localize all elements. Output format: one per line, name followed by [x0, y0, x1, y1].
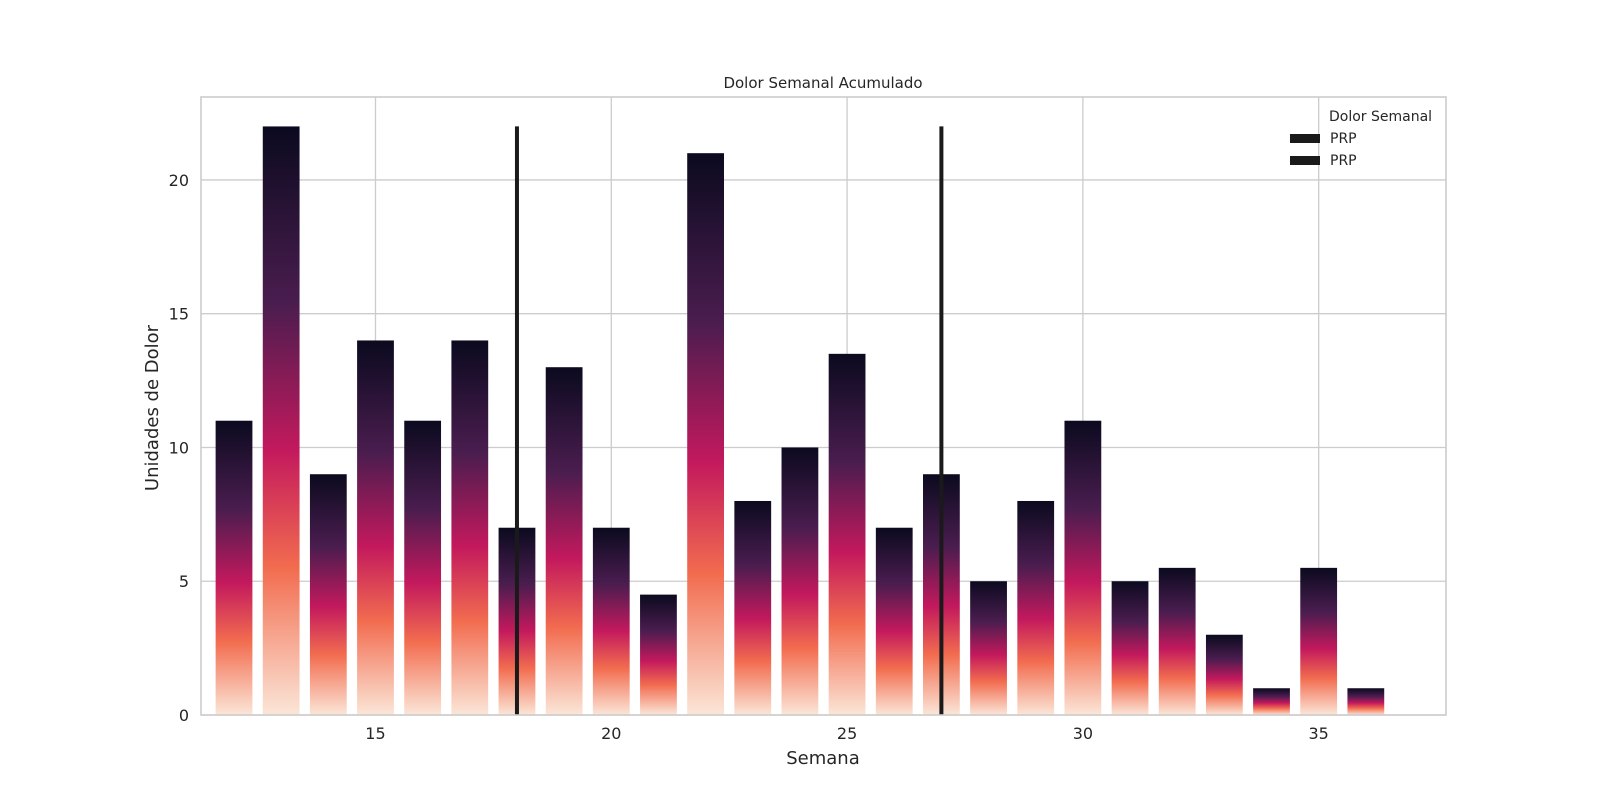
x-tick-label-4: 35 — [1308, 724, 1328, 743]
x-tick-label-0: 15 — [365, 724, 385, 743]
x-tick-label-2: 25 — [837, 724, 857, 743]
bar-week-19 — [545, 367, 583, 715]
bar-week-14 — [309, 474, 347, 715]
bar-week-20 — [592, 527, 630, 715]
bar-week-34 — [1253, 688, 1290, 715]
chart-title: Dolor Semanal Acumulado — [723, 74, 922, 92]
bar-week-22 — [687, 153, 724, 715]
bar-week-25 — [828, 353, 866, 715]
bar-week-29 — [1017, 500, 1055, 715]
bar-week-12 — [215, 420, 253, 715]
bar-week-33 — [1205, 634, 1243, 715]
y-tick-label-2: 10 — [169, 438, 189, 457]
bar-week-32 — [1158, 567, 1196, 715]
bar-week-28 — [970, 581, 1007, 715]
x-tick-label-1: 20 — [601, 724, 621, 743]
bar-week-15 — [357, 340, 394, 715]
bar-week-30 — [1064, 420, 1102, 715]
bar-week-17 — [451, 340, 489, 715]
y-tick-label-3: 15 — [169, 305, 189, 324]
legend: Dolor Semanal PRP PRP — [1290, 109, 1432, 169]
y-tick-label-4: 20 — [169, 171, 189, 190]
legend-swatch-2 — [1290, 156, 1320, 165]
bar-week-13 — [262, 126, 300, 715]
y-tick-label-1: 5 — [179, 572, 189, 591]
x-axis-label: Semana — [786, 748, 860, 769]
x-tick-labels: 15 20 25 30 35 — [365, 724, 1329, 743]
bar-week-31 — [1111, 581, 1149, 715]
legend-title: Dolor Semanal — [1329, 109, 1432, 125]
legend-entry-1: PRP — [1330, 131, 1357, 147]
bar-week-21 — [640, 594, 677, 715]
bar-week-24 — [781, 447, 819, 715]
legend-swatch-1 — [1290, 134, 1320, 143]
bar-week-23 — [734, 500, 772, 715]
legend-entry-2: PRP — [1330, 153, 1357, 169]
plot-frame — [200, 96, 1447, 716]
vertical-lines — [514, 126, 944, 715]
y-axis-label: Unidades de Dolor — [142, 324, 163, 491]
x-tick-label-3: 30 — [1073, 724, 1093, 743]
bar-week-36 — [1347, 688, 1385, 715]
bars — [215, 126, 1385, 715]
y-tick-label-0: 0 — [179, 706, 189, 725]
bar-week-16 — [404, 420, 442, 715]
y-tick-labels: 0 5 10 15 20 — [169, 171, 189, 725]
bar-week-26 — [875, 527, 913, 715]
bar-week-35 — [1300, 567, 1338, 715]
